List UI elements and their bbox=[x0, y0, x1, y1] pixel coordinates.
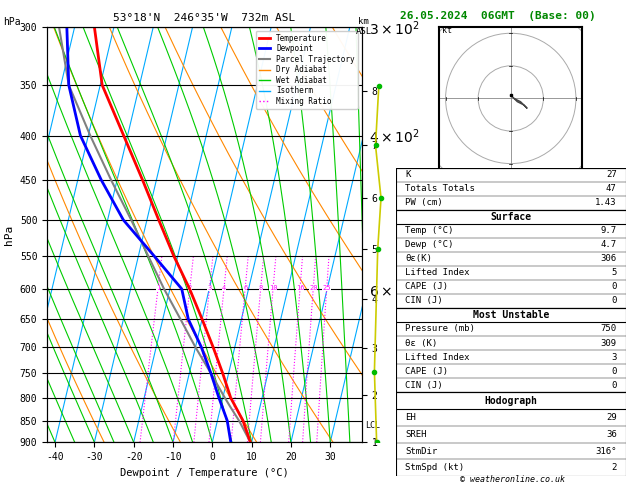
Text: 306: 306 bbox=[601, 254, 616, 263]
Text: 10: 10 bbox=[269, 285, 277, 292]
FancyBboxPatch shape bbox=[396, 168, 626, 210]
Text: 4: 4 bbox=[222, 285, 226, 292]
Text: 20: 20 bbox=[309, 285, 318, 292]
Text: 2: 2 bbox=[611, 463, 616, 472]
Text: 316°: 316° bbox=[595, 447, 616, 455]
Text: θε(K): θε(K) bbox=[406, 254, 432, 263]
Text: 47: 47 bbox=[606, 184, 616, 193]
Text: 309: 309 bbox=[601, 339, 616, 347]
Text: 0: 0 bbox=[611, 366, 616, 376]
Text: 0: 0 bbox=[611, 282, 616, 292]
Text: km
ASL: km ASL bbox=[355, 17, 372, 36]
Text: θε (K): θε (K) bbox=[406, 339, 438, 347]
Text: 3: 3 bbox=[208, 285, 211, 292]
FancyBboxPatch shape bbox=[396, 392, 626, 476]
Text: 29: 29 bbox=[606, 413, 616, 422]
Text: 1.43: 1.43 bbox=[595, 198, 616, 207]
Text: 1: 1 bbox=[156, 285, 160, 292]
Text: © weatheronline.co.uk: © weatheronline.co.uk bbox=[460, 474, 565, 484]
Text: Surface: Surface bbox=[491, 212, 532, 222]
Text: 3: 3 bbox=[611, 352, 616, 362]
Text: 16: 16 bbox=[296, 285, 304, 292]
Text: 2: 2 bbox=[187, 285, 192, 292]
Text: 25: 25 bbox=[323, 285, 331, 292]
Text: 27: 27 bbox=[606, 170, 616, 179]
Text: 5: 5 bbox=[611, 268, 616, 278]
Text: 8: 8 bbox=[259, 285, 263, 292]
Text: CIN (J): CIN (J) bbox=[406, 381, 443, 390]
FancyBboxPatch shape bbox=[396, 210, 626, 308]
Text: SREH: SREH bbox=[406, 430, 427, 439]
Text: Lifted Index: Lifted Index bbox=[406, 352, 470, 362]
Text: 6: 6 bbox=[243, 285, 247, 292]
Text: 26.05.2024  06GMT  (Base: 00): 26.05.2024 06GMT (Base: 00) bbox=[400, 11, 596, 21]
Text: 0: 0 bbox=[611, 296, 616, 305]
Text: Lifted Index: Lifted Index bbox=[406, 268, 470, 278]
Text: Pressure (mb): Pressure (mb) bbox=[406, 325, 476, 333]
Text: 750: 750 bbox=[601, 325, 616, 333]
Title: 53°18'N  246°35'W  732m ASL: 53°18'N 246°35'W 732m ASL bbox=[113, 13, 296, 23]
Text: Hodograph: Hodograph bbox=[484, 396, 538, 405]
Text: kt: kt bbox=[442, 26, 452, 35]
X-axis label: Dewpoint / Temperature (°C): Dewpoint / Temperature (°C) bbox=[120, 468, 289, 478]
Text: StmSpd (kt): StmSpd (kt) bbox=[406, 463, 465, 472]
Y-axis label: hPa: hPa bbox=[4, 225, 14, 244]
Text: LCL: LCL bbox=[365, 420, 380, 430]
Text: Dewp (°C): Dewp (°C) bbox=[406, 240, 454, 249]
Text: CIN (J): CIN (J) bbox=[406, 296, 443, 305]
Text: K: K bbox=[406, 170, 411, 179]
Text: EH: EH bbox=[406, 413, 416, 422]
Text: CAPE (J): CAPE (J) bbox=[406, 366, 448, 376]
Text: Most Unstable: Most Unstable bbox=[473, 310, 549, 320]
Text: StmDir: StmDir bbox=[406, 447, 438, 455]
Text: Temp (°C): Temp (°C) bbox=[406, 226, 454, 235]
Text: Totals Totals: Totals Totals bbox=[406, 184, 476, 193]
Text: 36: 36 bbox=[606, 430, 616, 439]
Text: 0: 0 bbox=[611, 381, 616, 390]
Legend: Temperature, Dewpoint, Parcel Trajectory, Dry Adiabat, Wet Adiabat, Isotherm, Mi: Temperature, Dewpoint, Parcel Trajectory… bbox=[255, 31, 358, 109]
Text: PW (cm): PW (cm) bbox=[406, 198, 443, 207]
FancyBboxPatch shape bbox=[396, 308, 626, 392]
Text: hPa: hPa bbox=[3, 17, 21, 27]
Text: 4.7: 4.7 bbox=[601, 240, 616, 249]
Text: CAPE (J): CAPE (J) bbox=[406, 282, 448, 292]
Text: 9.7: 9.7 bbox=[601, 226, 616, 235]
